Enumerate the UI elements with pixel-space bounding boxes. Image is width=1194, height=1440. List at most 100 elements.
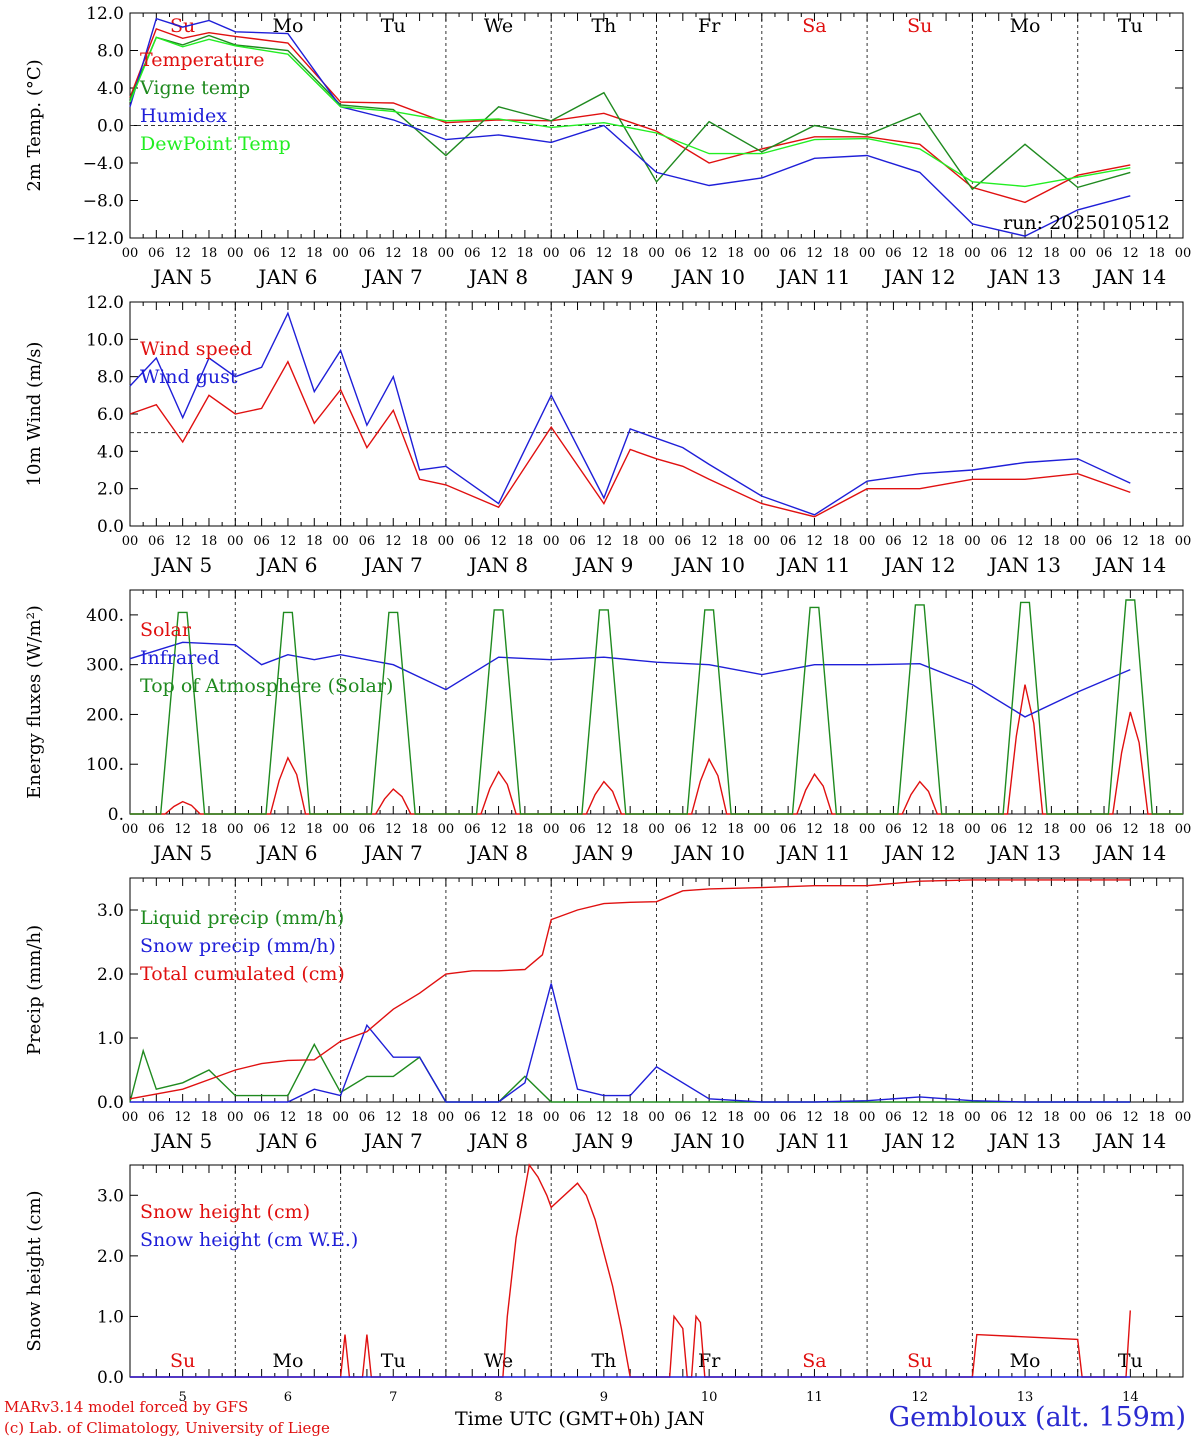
- hour-tick-label: 00: [1175, 822, 1192, 837]
- hour-tick-label: 12: [280, 822, 297, 837]
- hour-tick-label: 12: [596, 1110, 613, 1125]
- date-label: JAN 5: [151, 1129, 212, 1153]
- legend-entry: Snow height (cm W.E.): [140, 1229, 358, 1251]
- series-line-liquid-precip-mm-h-: [129, 1042, 1131, 1103]
- hour-tick-label: 00: [859, 822, 876, 837]
- hour-tick-label: 00: [438, 246, 455, 261]
- hour-tick-label: 00: [1069, 534, 1086, 549]
- hour-tick-label: 18: [1043, 1110, 1060, 1125]
- day-number-label: 13: [1017, 1390, 1034, 1405]
- hour-tick-label: 12: [1122, 822, 1139, 837]
- weekday-label: Tu: [381, 15, 406, 37]
- date-label: JAN 11: [777, 265, 851, 289]
- y-tick-label: −4.0: [83, 154, 124, 174]
- hour-tick-label: 18: [1148, 534, 1165, 549]
- weekday-label: Tu: [381, 1350, 406, 1372]
- hour-tick-label: 12: [701, 822, 718, 837]
- y-tick-label: 2.0: [97, 965, 124, 985]
- hour-tick-label: 18: [938, 246, 955, 261]
- hour-tick-label: 06: [885, 1110, 902, 1125]
- hour-tick-label: 12: [280, 1110, 297, 1125]
- hour-tick-label: 00: [648, 534, 665, 549]
- hour-tick-label: 12: [596, 534, 613, 549]
- date-label: JAN 11: [777, 553, 851, 577]
- date-label: JAN 13: [987, 841, 1061, 865]
- hour-tick-label: 00: [332, 246, 349, 261]
- hour-tick-label: 18: [306, 246, 323, 261]
- hour-tick-label: 00: [543, 1110, 560, 1125]
- weekday-label: Su: [907, 15, 932, 37]
- hour-tick-label: 18: [622, 1110, 639, 1125]
- series-line-temperature: [129, 28, 1131, 204]
- hour-tick-label: 06: [675, 1110, 692, 1125]
- date-label: JAN 14: [1092, 265, 1166, 289]
- hour-tick-label: 06: [569, 822, 586, 837]
- hour-tick-label: 00: [227, 534, 244, 549]
- hour-tick-label: 00: [227, 246, 244, 261]
- hour-tick-label: 06: [253, 534, 270, 549]
- day-number-label: 8: [494, 1390, 502, 1405]
- date-label: JAN 5: [151, 841, 212, 865]
- precip-panel: 0.0 1.0 2.0 3.0 Precip (mm/h) 00 06 12 18 00 06 12 1…: [24, 877, 1192, 1153]
- day-number-label: 10: [701, 1390, 718, 1405]
- hour-tick-label: 12: [174, 1110, 191, 1125]
- legend-entry: Wind speed: [140, 338, 252, 360]
- hour-tick-label: 18: [411, 1110, 428, 1125]
- weekday-label: Th: [591, 1350, 616, 1372]
- series-line-snow-height-cm-: [130, 1163, 1131, 1378]
- y-tick-label: 0.0: [97, 1368, 124, 1388]
- weekday-label: Su: [907, 1350, 932, 1372]
- hour-tick-label: 00: [227, 822, 244, 837]
- hour-tick-label: 00: [1175, 1110, 1192, 1125]
- series-line-snow-precip-mm-h-: [130, 983, 1131, 1103]
- hour-tick-label: 12: [490, 822, 507, 837]
- series-line-top-of-atmosphere-solar-: [130, 599, 1183, 815]
- hour-tick-label: 18: [833, 822, 850, 837]
- date-label: JAN 12: [882, 553, 956, 577]
- date-label: JAN 10: [671, 265, 745, 289]
- hour-tick-label: 12: [701, 246, 718, 261]
- weekday-label: Mo: [272, 15, 303, 37]
- y-tick-label: 6.0: [97, 405, 124, 425]
- hour-tick-label: 18: [517, 822, 534, 837]
- hour-tick-label: 18: [833, 246, 850, 261]
- hour-tick-label: 12: [806, 822, 823, 837]
- hour-tick-label: 06: [885, 822, 902, 837]
- hour-tick-label: 06: [885, 246, 902, 261]
- hour-tick-label: 06: [1096, 822, 1113, 837]
- hour-tick-label: 12: [1122, 1110, 1139, 1125]
- hour-tick-label: 18: [833, 534, 850, 549]
- date-label: JAN 9: [572, 553, 633, 577]
- series-line-dewpoint-temp: [129, 36, 1131, 188]
- hour-tick-label: 06: [148, 822, 165, 837]
- weekday-label: Tu: [1118, 1350, 1143, 1372]
- hour-tick-label: 18: [201, 822, 218, 837]
- hour-tick-label: 18: [1148, 246, 1165, 261]
- y-tick-label: 300.: [86, 656, 124, 676]
- y-tick-label: 100.: [86, 755, 124, 775]
- hour-tick-label: 00: [1069, 246, 1086, 261]
- hour-tick-label: 18: [938, 822, 955, 837]
- y-tick-label: −12.0: [72, 229, 124, 249]
- hour-tick-label: 18: [727, 1110, 744, 1125]
- weekday-label: Su: [170, 1350, 195, 1372]
- date-label: JAN 5: [151, 553, 212, 577]
- hour-tick-label: 00: [648, 1110, 665, 1125]
- hour-tick-label: 06: [780, 822, 797, 837]
- date-label: JAN 13: [987, 1129, 1061, 1153]
- weekday-label: Mo: [272, 1350, 303, 1372]
- y-tick-label: 3.0: [97, 901, 124, 921]
- hour-tick-label: 18: [517, 246, 534, 261]
- hour-tick-label: 00: [754, 822, 771, 837]
- hour-tick-label: 12: [174, 534, 191, 549]
- date-label: JAN 7: [362, 265, 423, 289]
- hour-tick-label: 12: [385, 1110, 402, 1125]
- date-label: JAN 8: [467, 265, 528, 289]
- weekday-label: Su: [170, 15, 195, 37]
- date-label: JAN 10: [671, 1129, 745, 1153]
- hour-tick-label: 18: [411, 246, 428, 261]
- hour-tick-label: 18: [1148, 1110, 1165, 1125]
- day-number-label: 11: [806, 1390, 823, 1405]
- hour-tick-label: 06: [675, 534, 692, 549]
- hour-tick-label: 06: [148, 534, 165, 549]
